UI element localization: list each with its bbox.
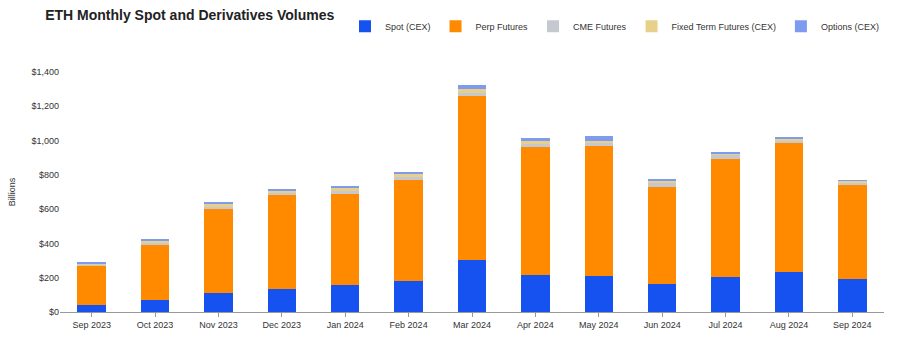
- svg-text:$0: $0: [49, 307, 59, 317]
- svg-text:Aug 2024: Aug 2024: [770, 320, 809, 330]
- svg-text:Jun 2024: Jun 2024: [644, 320, 681, 330]
- svg-text:$1,200: $1,200: [31, 101, 59, 111]
- svg-text:ETH Monthly Spot and Derivativ: ETH Monthly Spot and Derivatives Volumes: [45, 7, 334, 23]
- svg-text:Feb 2024: Feb 2024: [390, 320, 428, 330]
- svg-text:$1,400: $1,400: [31, 67, 59, 77]
- svg-text:Sep 2024: Sep 2024: [833, 320, 872, 330]
- svg-text:Spot (CEX): Spot (CEX): [385, 22, 431, 32]
- svg-text:Apr 2024: Apr 2024: [517, 320, 554, 330]
- svg-text:$800: $800: [39, 170, 59, 180]
- svg-text:CME Futures: CME Futures: [573, 22, 627, 32]
- svg-text:$200: $200: [39, 273, 59, 283]
- svg-text:$1,000: $1,000: [31, 136, 59, 146]
- svg-text:Jan 2024: Jan 2024: [327, 320, 364, 330]
- svg-text:Fixed Term Futures (CEX): Fixed Term Futures (CEX): [672, 22, 776, 32]
- svg-text:Sep 2023: Sep 2023: [72, 320, 111, 330]
- svg-text:Mar 2024: Mar 2024: [453, 320, 491, 330]
- svg-text:Nov 2023: Nov 2023: [199, 320, 238, 330]
- svg-text:Oct 2023: Oct 2023: [137, 320, 174, 330]
- svg-text:Options (CEX): Options (CEX): [821, 22, 879, 32]
- svg-text:May 2024: May 2024: [579, 320, 619, 330]
- svg-text:Jul 2024: Jul 2024: [709, 320, 743, 330]
- svg-text:Billions: Billions: [7, 177, 17, 206]
- svg-text:Dec 2023: Dec 2023: [263, 320, 302, 330]
- svg-text:$400: $400: [39, 239, 59, 249]
- svg-text:Perp Futures: Perp Futures: [476, 22, 529, 32]
- svg-text:$600: $600: [39, 204, 59, 214]
